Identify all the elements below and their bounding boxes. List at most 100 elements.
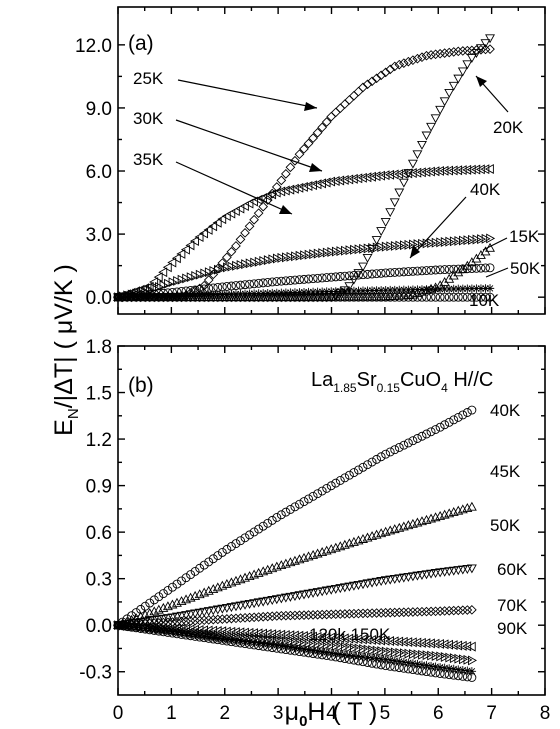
- b-marker-120k: [358, 652, 368, 661]
- a-marker-30k: [226, 208, 236, 219]
- a-marker-50k: [372, 286, 381, 295]
- b-marker-150k: [372, 659, 382, 669]
- a-marker-40k: [476, 263, 486, 273]
- b-marker-40k: [276, 510, 286, 520]
- b-marker-40k: [154, 592, 164, 602]
- a-marker-25k: [144, 292, 155, 303]
- b-marker-150k: [167, 628, 177, 638]
- a-marker-50k: [122, 292, 132, 302]
- b-marker-90k: [331, 640, 341, 651]
- a-marker-30k: [235, 203, 245, 214]
- b-marker-70k: [416, 637, 426, 648]
- a-marker-20k: [371, 236, 382, 246]
- a-marker-40k: [290, 275, 300, 285]
- a-marker-35k: [336, 246, 346, 257]
- b-marker-120k: [440, 663, 449, 673]
- a-marker-50k: [177, 291, 186, 300]
- b-marker-45k: [131, 613, 142, 623]
- a-marker-50k: [467, 284, 477, 293]
- b-marker-90k: [309, 638, 319, 649]
- b-marker-60k: [190, 615, 200, 626]
- a-marker-30k: [353, 173, 363, 184]
- a-marker-35k: [191, 270, 201, 281]
- b-marker-120k: [131, 623, 141, 632]
- a-marker-50k: [417, 285, 427, 294]
- b-marker-70k: [394, 636, 404, 647]
- b-marker-120k: [281, 642, 291, 651]
- b-marker-150k: [462, 672, 472, 682]
- b-marker-120k: [299, 644, 309, 654]
- a-marker-50k: [254, 289, 263, 298]
- b-marker-150k: [381, 661, 391, 671]
- a-marker-30k: [303, 181, 313, 192]
- b-marker-50k: [358, 580, 368, 590]
- b-marker-150k: [440, 669, 450, 679]
- b-marker-150k: [158, 627, 168, 637]
- b-marker-90k: [359, 644, 369, 654]
- a-marker-25k: [285, 162, 296, 173]
- b-marker-120k: [240, 637, 250, 646]
- a-marker-25k: [267, 188, 278, 199]
- a-marker-30k: [149, 277, 159, 288]
- b-marker-120k: [127, 622, 136, 631]
- a-marker-40k: [326, 272, 336, 282]
- a-marker-40k: [358, 270, 368, 280]
- b-marker-150k: [118, 621, 127, 631]
- b-marker-40k: [158, 589, 168, 599]
- a-marker-50k: [204, 290, 213, 300]
- a-marker-40k: [281, 276, 291, 286]
- b-marker-60k: [226, 613, 237, 624]
- b-marker-120k: [200, 631, 209, 641]
- a-marker-40k: [453, 264, 463, 274]
- a-marker-40k: [245, 279, 255, 289]
- b-marker-150k: [304, 648, 313, 658]
- b-marker-50k: [353, 581, 364, 590]
- b-marker-70k: [280, 629, 290, 640]
- a-marker-50k: [145, 292, 154, 301]
- a-marker-10k: [481, 292, 490, 302]
- a-marker-30k: [190, 236, 199, 247]
- a-marker-30k: [421, 166, 431, 177]
- b-marker-40k: [381, 449, 391, 459]
- b-marker-150k: [113, 620, 123, 630]
- a-marker-30k: [430, 166, 440, 177]
- b-marker-150k: [272, 643, 282, 653]
- b-marker-120k: [404, 658, 413, 667]
- a-marker-30k: [444, 165, 454, 176]
- a-marker-25k: [421, 50, 432, 61]
- b-marker-50k: [230, 602, 241, 612]
- a-marker-25k: [380, 67, 391, 78]
- b-marker-70k: [267, 629, 277, 640]
- a-marker-50k: [381, 286, 390, 295]
- a-marker-30k: [412, 167, 422, 178]
- a-marker-30k: [280, 185, 290, 196]
- b-marker-45k: [244, 571, 255, 581]
- a-marker-50k: [195, 290, 204, 300]
- a-marker-25k: [240, 227, 250, 238]
- a-marker-35k: [186, 272, 196, 283]
- a-marker-20k: [407, 159, 418, 169]
- b-marker-120k: [254, 638, 263, 648]
- a-marker-25k: [235, 234, 246, 245]
- a-marker-35k: [272, 253, 282, 264]
- b-marker-50k: [276, 594, 287, 604]
- b-marker-40k: [322, 483, 332, 493]
- a-marker-40k: [299, 274, 309, 284]
- b-marker-40k: [186, 570, 196, 580]
- b-marker-60k: [426, 606, 436, 617]
- a-marker-50k: [390, 285, 399, 295]
- b-marker-60k: [380, 607, 391, 618]
- a-marker-10k: [431, 292, 441, 302]
- a-marker-30k: [366, 171, 376, 182]
- b-marker-150k: [444, 670, 454, 680]
- b-marker-150k: [249, 640, 259, 650]
- x-tick-label: 1: [166, 703, 177, 724]
- a-marker-30k: [376, 170, 385, 181]
- b-marker-50k: [212, 605, 223, 615]
- b-marker-50k: [285, 592, 296, 602]
- b-marker-120k: [376, 654, 386, 664]
- label-b-50K: 50K: [490, 516, 521, 535]
- b-marker-60k: [435, 606, 445, 616]
- b-marker-120k: [263, 639, 272, 649]
- b-marker-120k: [426, 661, 436, 671]
